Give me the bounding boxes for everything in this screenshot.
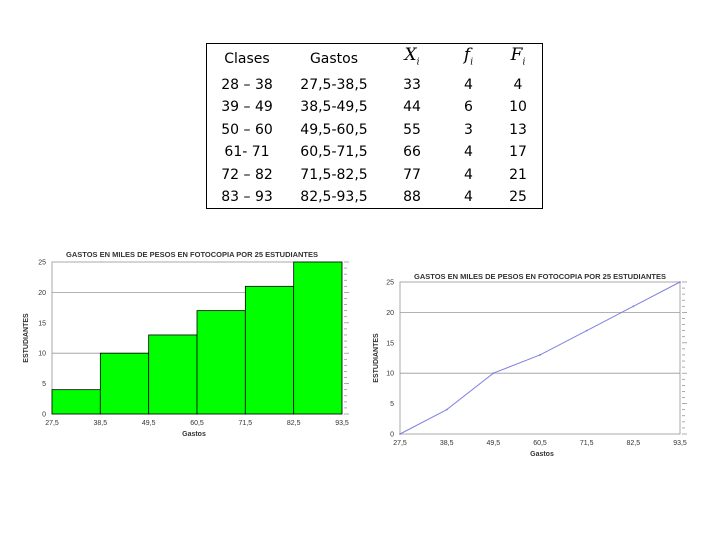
header-Fi-base: F [510, 45, 523, 65]
x-tick-label: 93,5 [335, 420, 349, 427]
header-clases: Clases [224, 50, 270, 67]
y-tick-label: 5 [42, 381, 46, 388]
cell-Fi: 21 [509, 166, 527, 183]
histogram-bar [244, 285, 295, 415]
y-tick-label: 10 [386, 371, 394, 378]
cell-xi: 33 [403, 76, 421, 93]
table-row: 39 – 49 38,5-49,5 44 6 10 [207, 96, 543, 119]
x-tick-label: 82,5 [627, 440, 641, 447]
histogram-bar [196, 310, 246, 415]
cell-xi: 88 [403, 189, 421, 206]
ogive-point [445, 408, 448, 411]
x-axis-label: Gastos [182, 431, 206, 438]
x-tick-label: 71,5 [239, 420, 253, 427]
cell-gasto: 38,5-49,5 [300, 99, 368, 116]
chart-title: GASTOS EN MILES DE PESOS EN FOTOCOPIA PO… [414, 272, 666, 281]
cell-fi: 4 [464, 76, 473, 93]
y-tick-label: 15 [386, 340, 394, 347]
cell-fi: 3 [464, 121, 473, 138]
x-axis-label: Gastos [530, 451, 554, 458]
x-tick-label: 60,5 [190, 420, 204, 427]
cell-Fi: 4 [513, 76, 523, 93]
cell-xi: 44 [403, 99, 421, 116]
ogive-point [632, 305, 635, 308]
header-Fi: Fi [494, 44, 543, 74]
y-tick-label: 5 [390, 401, 394, 408]
cell-clase: 61- 71 [224, 144, 270, 161]
table-row: 28 – 38 27,5-38,5 33 4 4 [207, 73, 543, 96]
x-tick-label: 60,5 [533, 440, 547, 447]
y-axis-label: ESTUDIANTES [23, 313, 30, 363]
ogive-point [492, 372, 495, 375]
cell-gasto: 71,5-82,5 [300, 166, 368, 183]
cell-Fi: 13 [509, 121, 527, 138]
histogram-bar [293, 261, 343, 415]
x-tick-label: 82,5 [287, 420, 301, 427]
histogram-bar [99, 352, 150, 415]
ogive-chart: GASTOS EN MILES DE PESOS EN FOTOCOPIA PO… [373, 272, 687, 458]
cell-xi: 77 [403, 166, 421, 183]
cell-gasto: 27,5-38,5 [300, 76, 368, 93]
ogive-point [585, 329, 588, 332]
x-tick-label: 38,5 [440, 440, 454, 447]
cell-clase: 28 – 38 [221, 76, 273, 93]
x-tick-label: 49,5 [142, 420, 156, 427]
ogive-point [539, 354, 541, 356]
cell-Fi: 17 [509, 144, 527, 161]
cell-gasto: 60,5-71,5 [300, 144, 368, 161]
histogram-chart: GASTOS EN MILES DE PESOS EN FOTOCOPIA PO… [23, 250, 349, 438]
y-tick-label: 15 [38, 320, 46, 327]
x-tick-label: 27,5 [45, 420, 59, 427]
header-Fi-sub: i [522, 57, 526, 68]
cell-clase: 50 – 60 [221, 121, 273, 138]
cell-gasto: 82,5-93,5 [300, 189, 368, 206]
cell-Fi: 25 [509, 189, 527, 206]
x-tick-label: 71,5 [580, 440, 594, 447]
header-xi-sub: i [416, 57, 420, 68]
x-tick-label: 27,5 [393, 440, 407, 447]
frequency-table: Clases Gastos Xi fi Fi 28 – 38 27,5-38,5… [206, 43, 543, 210]
y-tick-label: 20 [386, 310, 394, 317]
cell-clase: 39 – 49 [221, 99, 273, 116]
chart-title: GASTOS EN MILES DE PESOS EN FOTOCOPIA PO… [66, 250, 318, 259]
header-gastos: Gastos [309, 50, 359, 67]
y-tick-label: 25 [38, 260, 46, 267]
y-tick-label: 10 [38, 351, 46, 358]
histogram-bar [51, 389, 101, 415]
cell-Fi: 10 [509, 99, 527, 116]
histogram-bar [148, 334, 198, 415]
cell-fi: 4 [464, 189, 473, 206]
cell-clase: 72 – 82 [221, 166, 273, 183]
header-xi: Xi [381, 44, 443, 74]
cell-fi: 4 [464, 144, 473, 161]
x-tick-label: 38,5 [94, 420, 108, 427]
table-row: 83 – 93 82,5-93,5 88 4 25 [207, 186, 543, 209]
plot-area [399, 281, 681, 435]
y-tick-label: 25 [386, 280, 394, 287]
header-xi-base: X [404, 45, 417, 65]
cell-clase: 83 – 93 [221, 189, 273, 206]
y-axis-label: ESTUDIANTES [373, 333, 380, 383]
header-fi: fi [443, 44, 494, 74]
ogive-point [679, 281, 681, 283]
cell-fi: 6 [464, 99, 473, 116]
table-header-row: Clases Gastos Xi fi Fi [207, 44, 543, 74]
cell-fi: 4 [464, 166, 473, 183]
x-tick-label: 93,5 [673, 440, 687, 447]
y-tick-label: 0 [42, 412, 46, 419]
table-row: 50 – 60 49,5-60,5 55 3 13 [207, 118, 543, 141]
cell-xi: 55 [403, 121, 421, 138]
table-row: 72 – 82 71,5-82,5 77 4 21 [207, 163, 543, 186]
header-fi-sub: i [470, 57, 474, 68]
ogive-point [399, 433, 401, 435]
x-tick-label: 49,5 [487, 440, 501, 447]
y-tick-label: 20 [38, 290, 46, 297]
y-tick-label: 0 [390, 432, 394, 439]
cell-xi: 66 [403, 144, 421, 161]
cell-gasto: 49,5-60,5 [300, 121, 368, 138]
table-row: 61- 71 60,5-71,5 66 4 17 [207, 141, 543, 164]
header-fi-base: f [463, 45, 471, 65]
